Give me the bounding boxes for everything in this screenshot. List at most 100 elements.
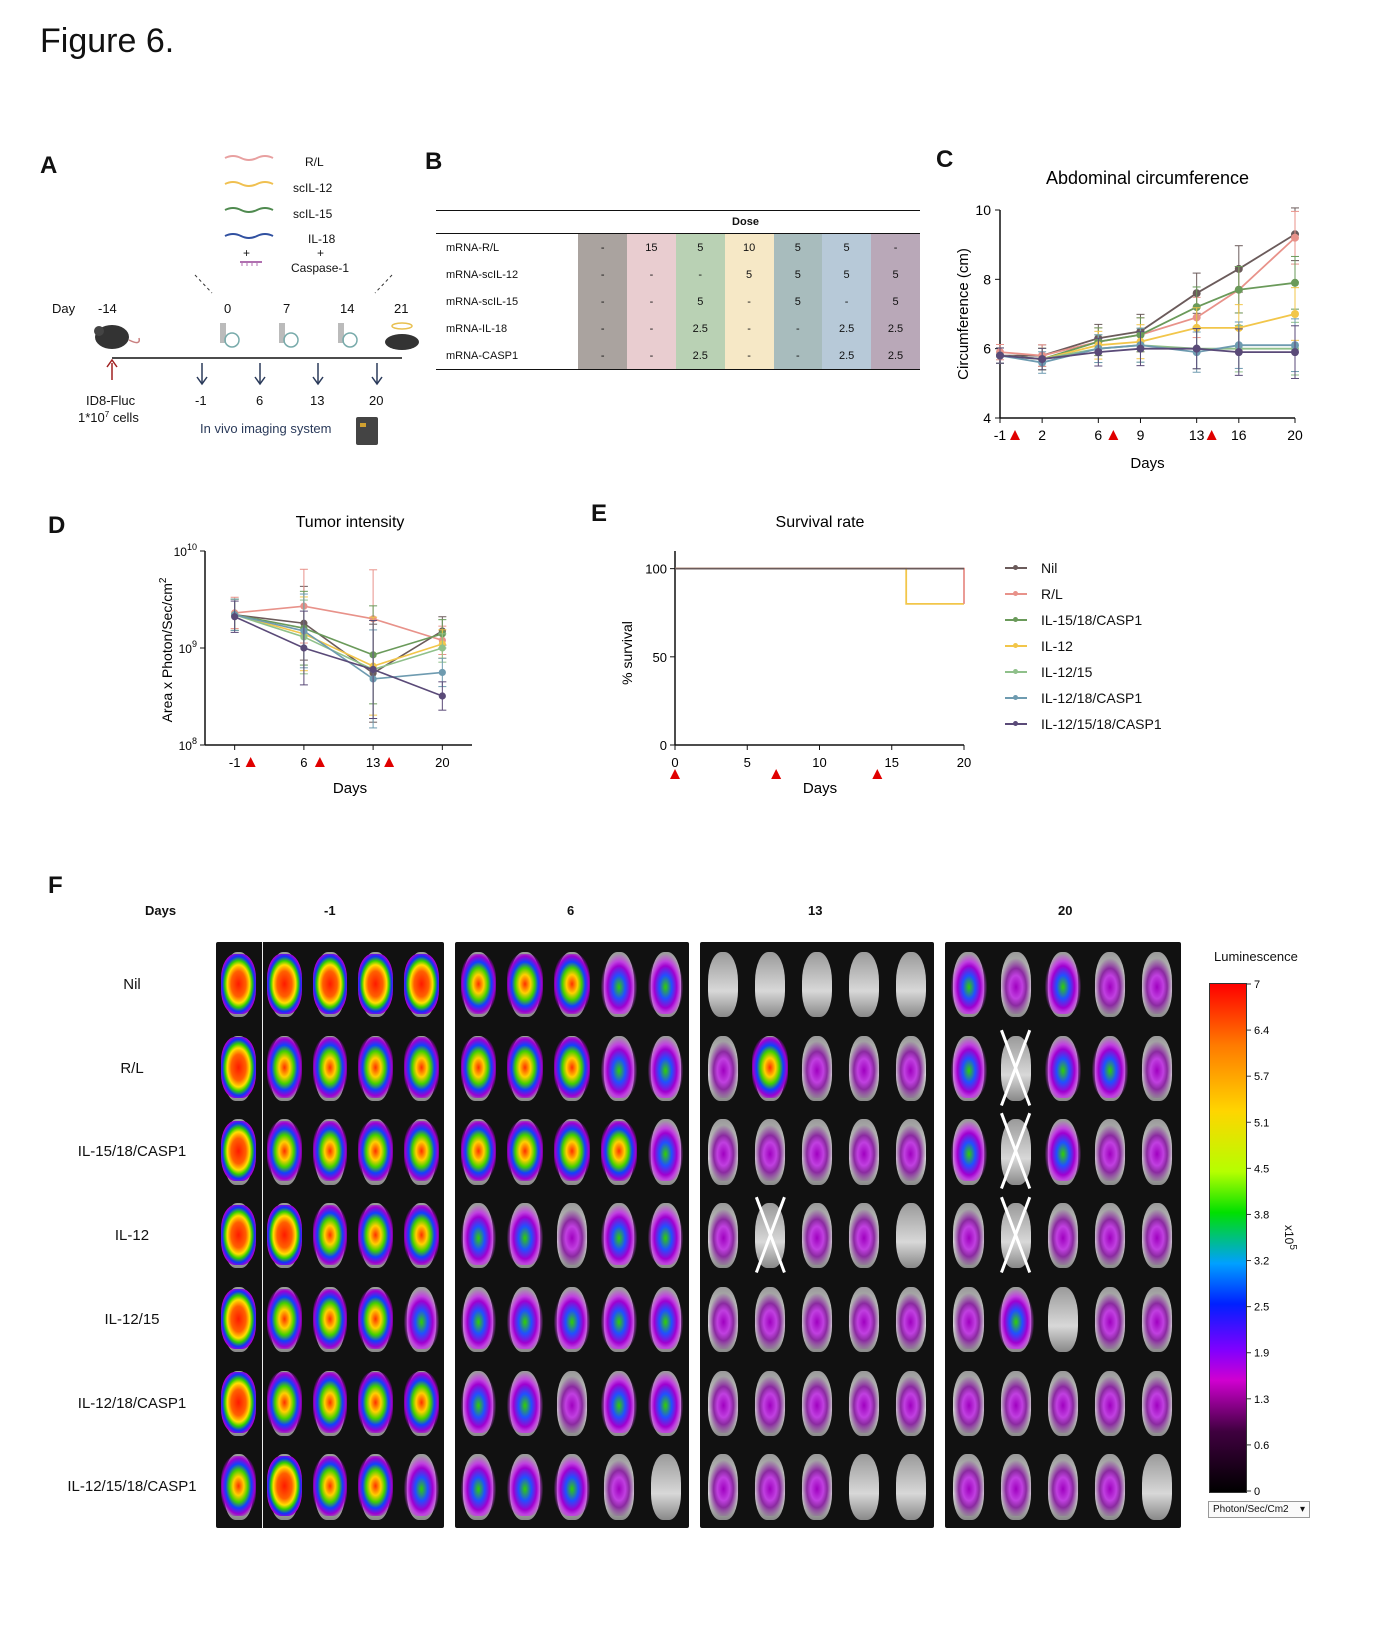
luminescence-signal bbox=[221, 1288, 257, 1349]
x-axis-label: Days bbox=[1130, 455, 1164, 472]
colorbar-gradient bbox=[1209, 983, 1247, 1493]
luminescence-signal bbox=[997, 1456, 1034, 1517]
mouse-image bbox=[353, 1026, 399, 1110]
mouse-image bbox=[262, 1193, 308, 1277]
luminescence-signal bbox=[1092, 1121, 1129, 1182]
mouse-silhouette bbox=[1142, 1454, 1173, 1520]
series-line bbox=[234, 613, 443, 675]
mouse-image bbox=[549, 942, 596, 1026]
luminescence-signal bbox=[601, 1372, 637, 1433]
mouse-image bbox=[1087, 942, 1134, 1026]
luminescence-signal bbox=[647, 1288, 684, 1349]
mouse-image bbox=[549, 1444, 596, 1528]
luminescence-signal bbox=[403, 1456, 439, 1517]
colorbar-tick-label: 1.3 bbox=[1254, 1394, 1269, 1406]
ivis-label: In vivo imaging system bbox=[200, 421, 332, 436]
figure-title: Figure 6. bbox=[40, 22, 175, 60]
mouse-image bbox=[840, 1026, 887, 1110]
mouse-image bbox=[992, 1361, 1039, 1445]
colorbar-unit-dropdown[interactable]: Photon/Sec/Cm2 ▾ bbox=[1208, 1501, 1310, 1518]
luminescence-signal bbox=[1139, 1372, 1176, 1433]
mouse-silhouette bbox=[848, 952, 879, 1018]
y-tick-label: 0 bbox=[660, 738, 667, 753]
mouse-image bbox=[700, 1277, 747, 1361]
panel-a-letter: A bbox=[40, 152, 58, 179]
panel-a-schematic: R/L scIL-12 scIL-15 IL-18 + + Caspase-1 … bbox=[52, 155, 419, 445]
mouse-image bbox=[1039, 1193, 1086, 1277]
day-column-2: 13 bbox=[808, 903, 823, 918]
mouse-image bbox=[945, 942, 992, 1026]
mouse-image bbox=[747, 942, 794, 1026]
data-point bbox=[1291, 348, 1299, 357]
legend-entry: IL-12/15/18/CASP1 bbox=[1005, 711, 1205, 737]
luminescence-signal bbox=[601, 1204, 637, 1266]
dose-cell: 2.5 bbox=[675, 315, 725, 342]
mouse-image bbox=[353, 1361, 399, 1445]
luminescence-signal bbox=[752, 1121, 788, 1182]
luminescence-signal bbox=[507, 1372, 543, 1433]
luminescence-signal bbox=[647, 1037, 684, 1098]
mouse-image bbox=[307, 1277, 353, 1361]
imaging-row-label: IL-12/15 bbox=[104, 1310, 160, 1328]
dose-cell: 10 bbox=[724, 234, 774, 261]
day-column-3: 20 bbox=[1058, 903, 1073, 918]
mrna-label-il18: IL-18 bbox=[308, 232, 336, 246]
luminescence-signal bbox=[507, 1288, 543, 1349]
luminescence-signal bbox=[601, 953, 637, 1014]
luminescence-signal bbox=[358, 1121, 393, 1182]
luminescence-signal bbox=[892, 1288, 929, 1349]
mouse-image bbox=[398, 1444, 444, 1528]
luminescence-signal bbox=[403, 1121, 439, 1182]
dose-cell: 5 bbox=[773, 234, 823, 261]
luminescence-signal bbox=[554, 1288, 590, 1349]
y-tick-label: 6 bbox=[983, 341, 991, 357]
luminescence-signal bbox=[647, 1372, 684, 1433]
colorbar-tick-label: 3.2 bbox=[1254, 1256, 1269, 1268]
y-tick-label: 100 bbox=[645, 562, 667, 577]
treatment-arrow-icon bbox=[245, 757, 256, 767]
imaging-row-label: IL-12 bbox=[114, 1227, 150, 1245]
mouse-image bbox=[455, 1193, 502, 1277]
luminescence-signal bbox=[752, 954, 788, 1014]
y-tick-label: 4 bbox=[983, 410, 991, 426]
deceased-x-icon bbox=[1000, 1113, 1032, 1190]
mouse-image bbox=[549, 1193, 596, 1277]
mouse-image bbox=[216, 1109, 262, 1193]
mouse-image bbox=[992, 942, 1039, 1026]
luminescence-signal bbox=[312, 1037, 348, 1098]
dose-cell: 5 bbox=[871, 261, 920, 288]
mouse-image bbox=[945, 1444, 992, 1528]
mouse-image bbox=[747, 1193, 794, 1277]
legend-label: IL-12 bbox=[1041, 638, 1073, 654]
dose-cell: 5 bbox=[675, 288, 725, 315]
mouse-image bbox=[1039, 942, 1086, 1026]
luminescence-signal bbox=[1139, 1037, 1176, 1098]
mouse-image bbox=[945, 1109, 992, 1193]
day-top-0: -14 bbox=[98, 301, 117, 316]
luminescence-signal bbox=[1045, 1204, 1081, 1266]
mouse-image bbox=[595, 1193, 642, 1277]
mouse-image bbox=[595, 1277, 642, 1361]
mouse-image bbox=[794, 1109, 841, 1193]
series-IL-12/15/18/CASP1 bbox=[230, 600, 447, 720]
imaging-row-label: IL-12/15/18/CASP1 bbox=[67, 1478, 197, 1496]
mouse-silhouette bbox=[895, 952, 926, 1018]
mouse-image bbox=[747, 1109, 794, 1193]
mouse-image bbox=[595, 942, 642, 1026]
luminescence-signal bbox=[1045, 1037, 1081, 1098]
mouse-image bbox=[945, 1361, 992, 1445]
x-stroke bbox=[1000, 1113, 1032, 1190]
mouse-image bbox=[1134, 1361, 1181, 1445]
luminescence-signal bbox=[1045, 1456, 1081, 1517]
luminescence-signal bbox=[601, 1456, 637, 1517]
series-line bbox=[234, 605, 443, 642]
syringe-icon-2 bbox=[338, 323, 358, 348]
x-tick-label: 0 bbox=[671, 755, 678, 770]
series-line bbox=[999, 237, 1296, 357]
luminescence-signal bbox=[460, 1037, 497, 1098]
mouse-image bbox=[840, 942, 887, 1026]
dose-cell: - bbox=[773, 342, 823, 369]
mouse-image bbox=[700, 1444, 747, 1528]
luminescence-signal bbox=[403, 1372, 439, 1433]
mouse-image bbox=[700, 1361, 747, 1445]
